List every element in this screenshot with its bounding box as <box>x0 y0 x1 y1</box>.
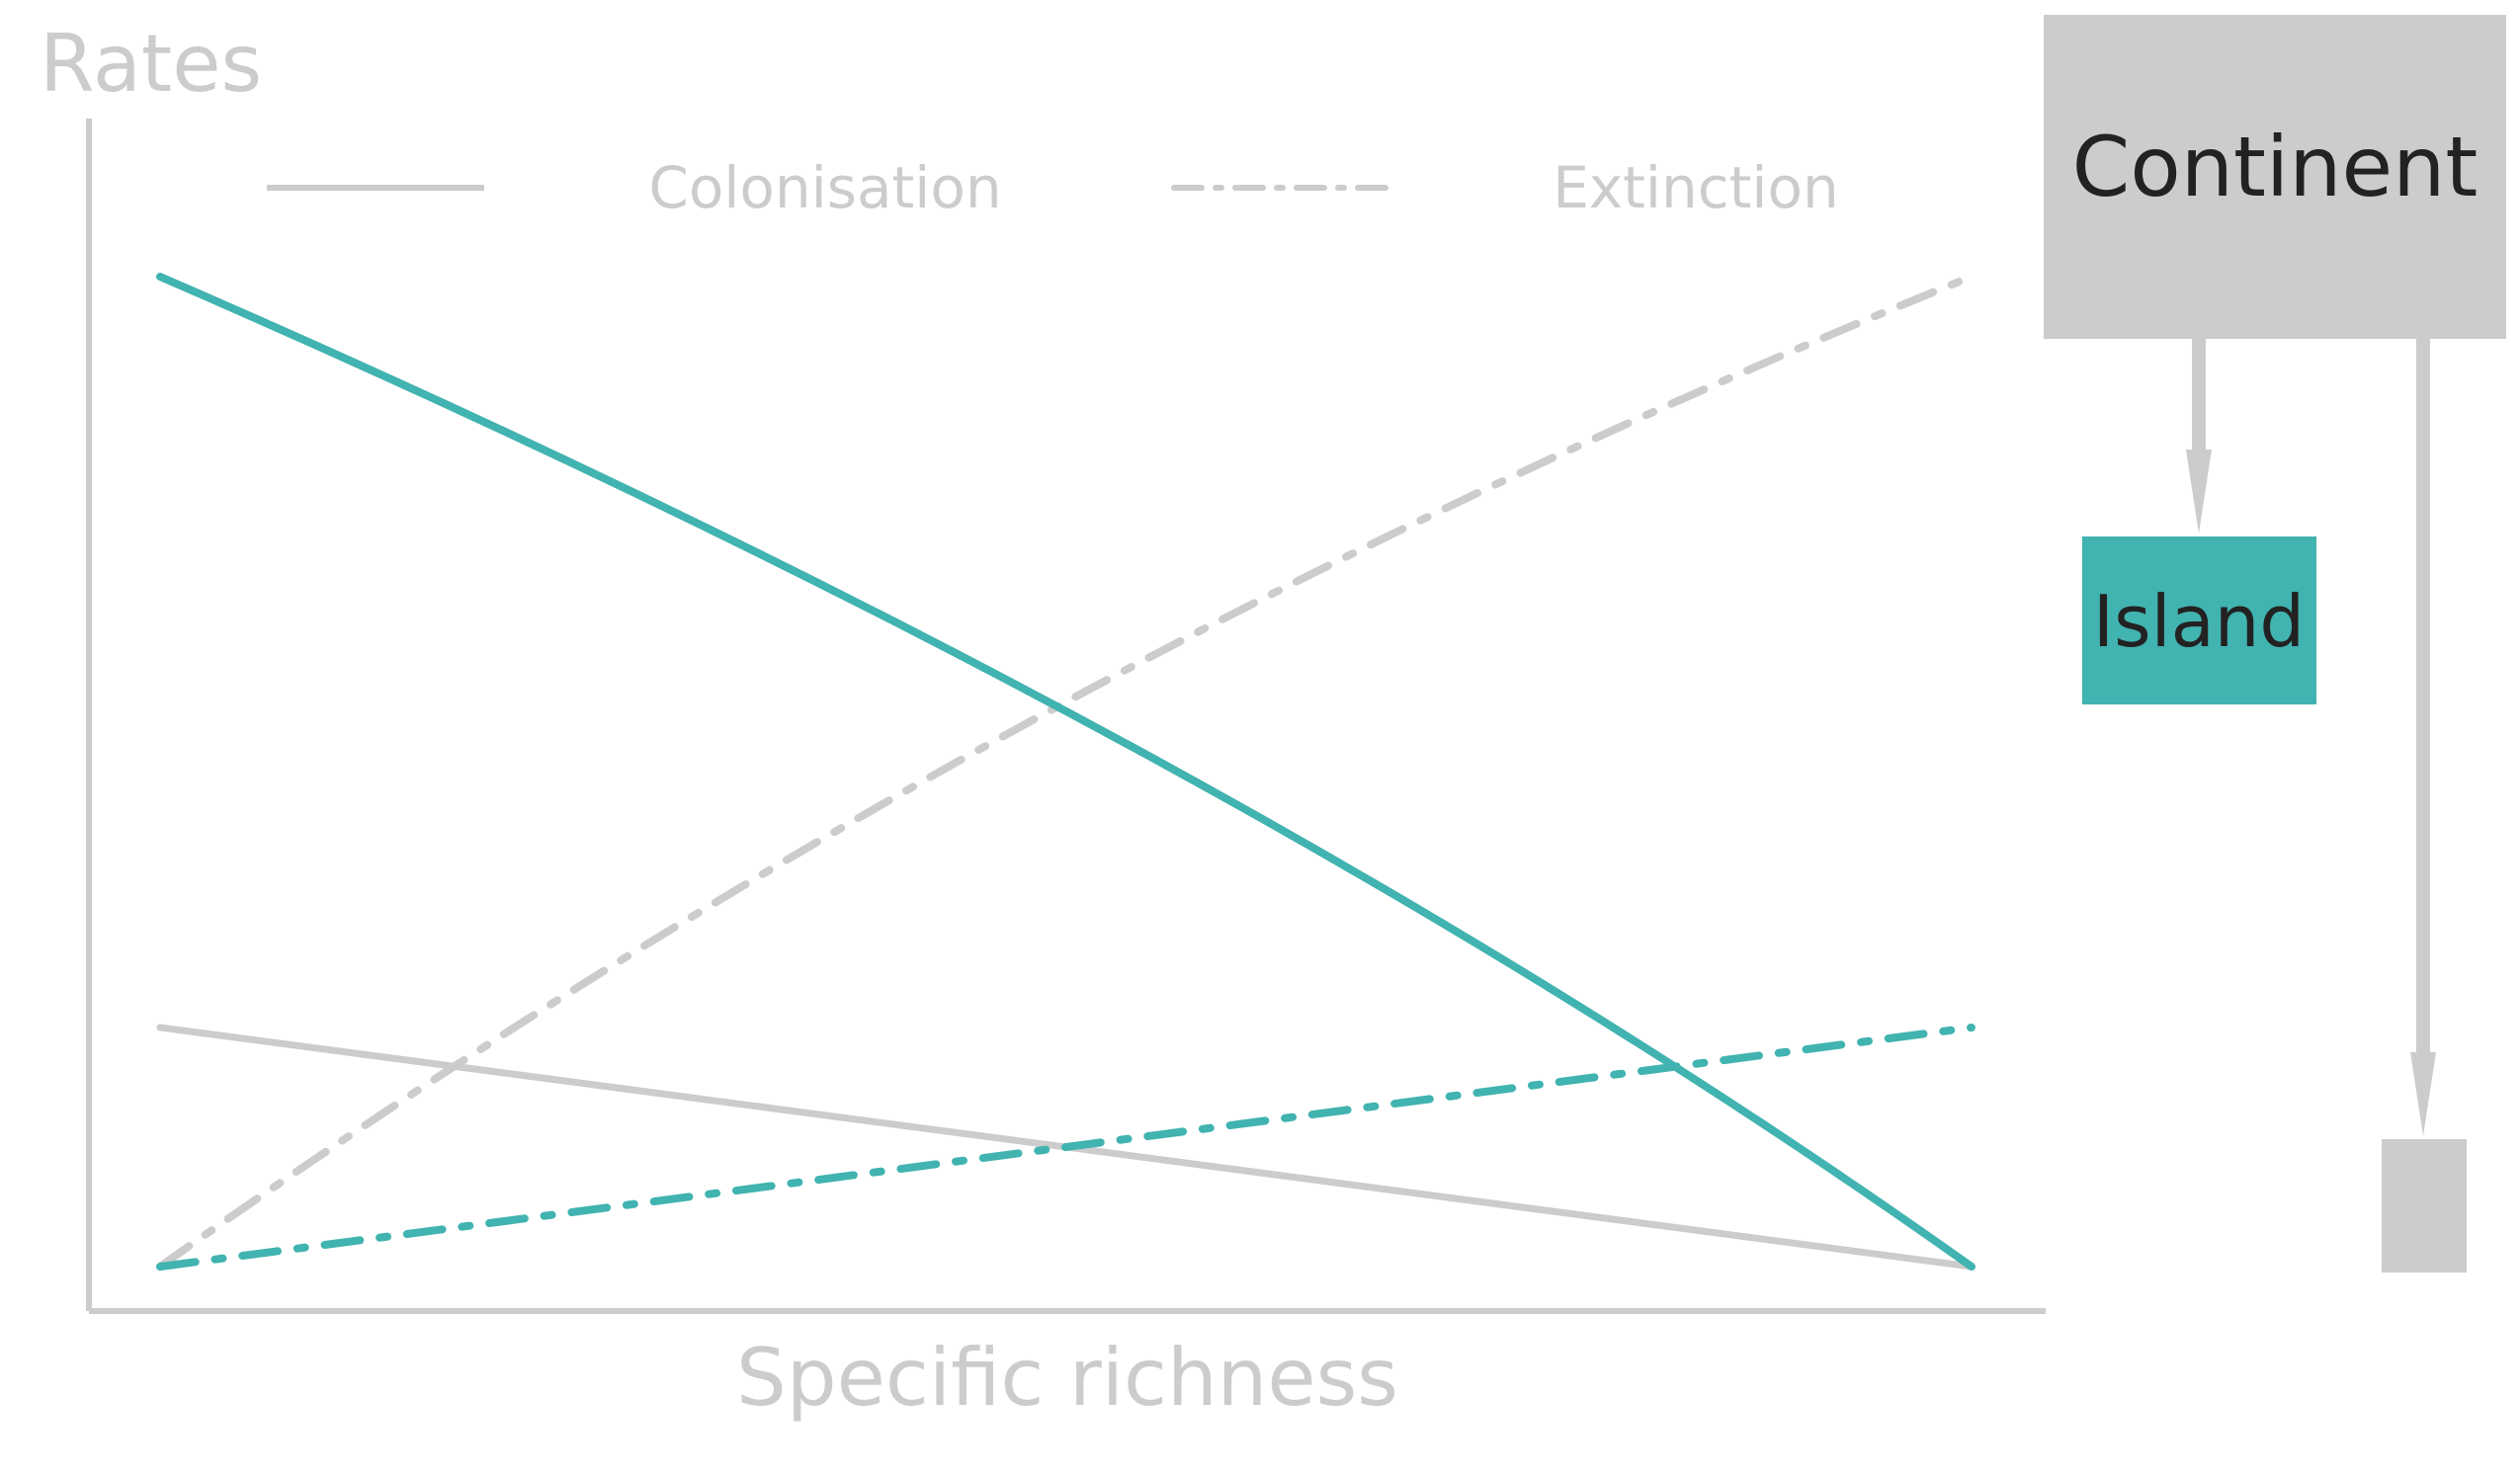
continent-label: Continent <box>2072 119 2478 215</box>
legend: Colonisation Extinction <box>267 154 1839 221</box>
continent-node: Continent <box>2044 15 2506 339</box>
legend-colonisation-label: Colonisation <box>648 154 1001 221</box>
axes <box>86 119 2046 1314</box>
grey-extinction-curve <box>156 273 1975 1271</box>
island-node: Island <box>2082 536 2316 704</box>
rate-curves <box>156 273 1975 1271</box>
teal-extinction-curve <box>156 1024 1975 1271</box>
small-island-node <box>2382 1139 2467 1273</box>
legend-extinction-label: Extinction <box>1553 154 1839 221</box>
x-axis-title: Specific richness <box>736 1332 1398 1424</box>
arrow-to-island-head <box>2186 450 2212 534</box>
arrow-to-small-island <box>2410 339 2436 1136</box>
y-axis-title: Rates <box>40 18 262 110</box>
arrow-to-small-island-head <box>2410 1052 2436 1136</box>
small-island-box <box>2382 1139 2467 1273</box>
continent-box <box>2044 15 2506 339</box>
island-box <box>2082 536 2316 704</box>
island-label: Island <box>2093 580 2305 663</box>
arrow-to-island <box>2186 339 2212 534</box>
teal-colonisation-curve <box>156 273 1975 1271</box>
